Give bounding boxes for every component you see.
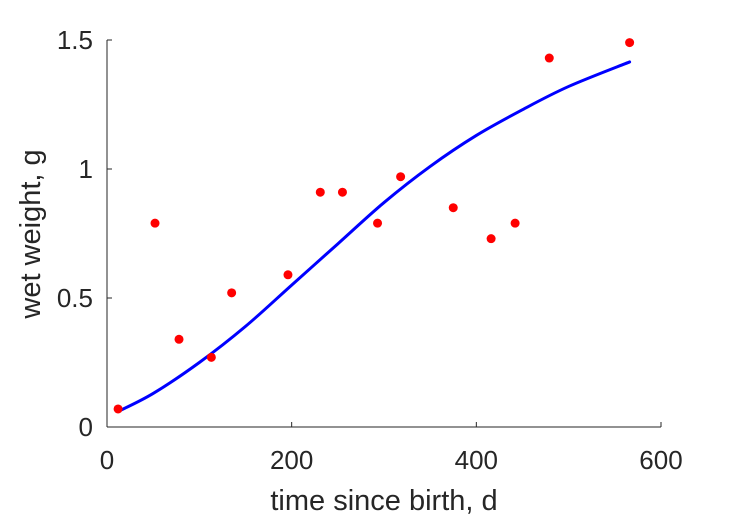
data-point [150, 218, 160, 228]
y-tick-label: 1 [79, 154, 93, 184]
data-point [227, 288, 237, 298]
x-tick-label: 600 [639, 445, 682, 475]
data-point [283, 270, 293, 280]
data-point [206, 352, 216, 362]
x-tick-label: 200 [270, 445, 313, 475]
data-point [315, 187, 325, 197]
fit-curve-group [116, 60, 632, 414]
data-points-group [113, 38, 635, 414]
ticks: 0 200 400 600 0 0.5 1 1.5 [57, 25, 683, 475]
x-tick-label: 0 [100, 445, 114, 475]
data-point [544, 53, 554, 63]
y-tick-label: 0.5 [57, 283, 93, 313]
data-point [486, 234, 496, 244]
data-point [510, 218, 520, 228]
data-point [174, 334, 184, 344]
y-tick-label: 0 [79, 412, 93, 442]
x-axis-label: time since birth, d [270, 485, 497, 517]
fit-curve-line [116, 60, 632, 414]
data-point [337, 187, 347, 197]
data-point [113, 404, 123, 414]
y-tick-label: 1.5 [57, 25, 93, 55]
axes [106, 40, 661, 428]
data-point [625, 38, 635, 48]
y-axis-label: wet weight, g [15, 149, 47, 319]
x-tick-label: 400 [455, 445, 498, 475]
data-point [396, 172, 406, 182]
data-point [448, 203, 458, 213]
data-point [373, 218, 383, 228]
